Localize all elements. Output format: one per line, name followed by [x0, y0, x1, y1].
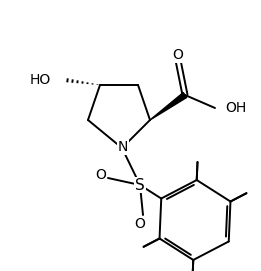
Text: O: O: [96, 168, 106, 182]
Text: OH: OH: [225, 101, 246, 115]
Text: N: N: [118, 140, 128, 154]
Text: O: O: [173, 48, 183, 62]
Text: HO: HO: [30, 73, 51, 87]
Polygon shape: [150, 93, 187, 120]
Text: O: O: [135, 217, 145, 231]
Text: S: S: [135, 178, 145, 192]
